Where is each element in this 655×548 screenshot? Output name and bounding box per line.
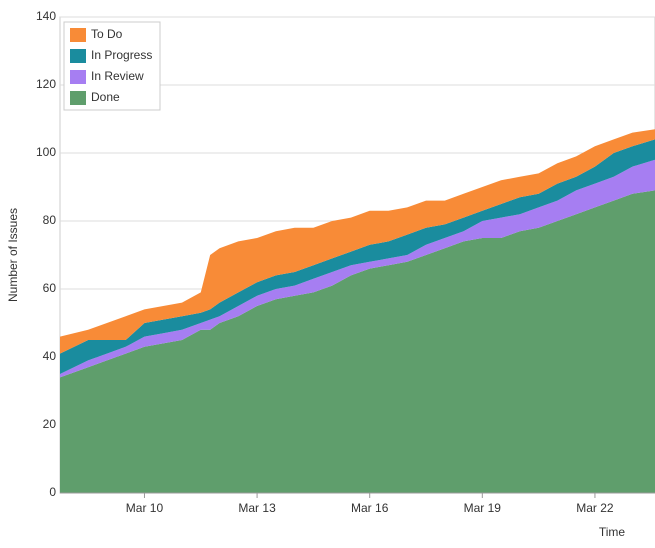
area [60, 159, 655, 378]
area [60, 139, 655, 374]
area [60, 190, 655, 493]
legend-label: To Do [91, 27, 123, 41]
x-axis-label: Time [599, 525, 626, 539]
y-tick-label: 140 [36, 9, 56, 23]
legend-swatch [70, 70, 86, 84]
x-tick-label: Mar 19 [464, 501, 502, 515]
legend-swatch [70, 91, 86, 105]
x-tick-label: Mar 10 [126, 501, 164, 515]
legend-label: In Progress [91, 48, 152, 62]
y-tick-label: 80 [43, 213, 57, 227]
y-tick-label: 100 [36, 145, 56, 159]
area [60, 129, 655, 354]
legend-swatch [70, 49, 86, 63]
y-tick-label: 40 [43, 349, 57, 363]
y-tick-label: 120 [36, 77, 56, 91]
y-tick-label: 0 [49, 485, 56, 499]
legend-swatch [70, 28, 86, 42]
y-axis-label: Number of Issues [6, 208, 20, 302]
x-tick-label: Mar 13 [238, 501, 276, 515]
x-tick-label: Mar 22 [576, 501, 614, 515]
y-tick-label: 60 [43, 281, 57, 295]
y-tick-label: 20 [43, 417, 57, 431]
x-tick-label: Mar 16 [351, 501, 389, 515]
legend-label: Done [91, 90, 120, 104]
legend-label: In Review [91, 69, 144, 83]
